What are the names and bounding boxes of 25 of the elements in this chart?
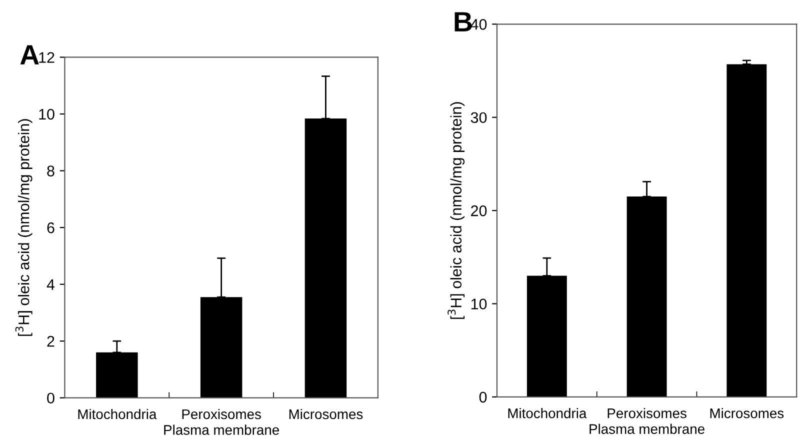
y-tick-label: 0	[479, 392, 487, 403]
chart-title: B	[454, 12, 472, 32]
y-tick-label: 0	[47, 392, 54, 404]
x-tick-label: Microsomes	[289, 408, 363, 420]
y-tick-label: 8	[47, 166, 54, 176]
bar	[726, 64, 767, 397]
y-tick-label: 10	[471, 298, 487, 310]
y-axis-title: [$^{3}$H] oleic acid (nmol/mg protein)	[448, 102, 465, 319]
y-tick-label: 6	[47, 222, 54, 234]
x-axis-title: Plasma membrane	[164, 424, 279, 435]
x-tick-label: Microsomes	[710, 408, 784, 418]
y-tick-label: 4	[46, 279, 55, 290]
x-tick-label: Peroxisomes	[608, 408, 686, 418]
y-tick-label: 10	[39, 108, 54, 120]
x-axis-title: Plasma membrane	[590, 424, 704, 434]
x-tick-label: Mitochondria	[78, 408, 157, 420]
x-tick-label: Peroxisomes	[182, 408, 261, 420]
x-tick-label: Mitochondria	[508, 408, 587, 418]
y-tick-label: 20	[471, 205, 487, 216]
y-tick-label: 40	[470, 19, 487, 30]
y-tick-label: 30	[470, 112, 487, 124]
y-tick-label: 2	[47, 336, 54, 347]
chart-title: A	[20, 45, 39, 64]
y-axis-title: [$^{3}$H] oleic acid (nmol/mg protein)	[15, 119, 32, 336]
y-tick-label: 12	[39, 52, 54, 63]
